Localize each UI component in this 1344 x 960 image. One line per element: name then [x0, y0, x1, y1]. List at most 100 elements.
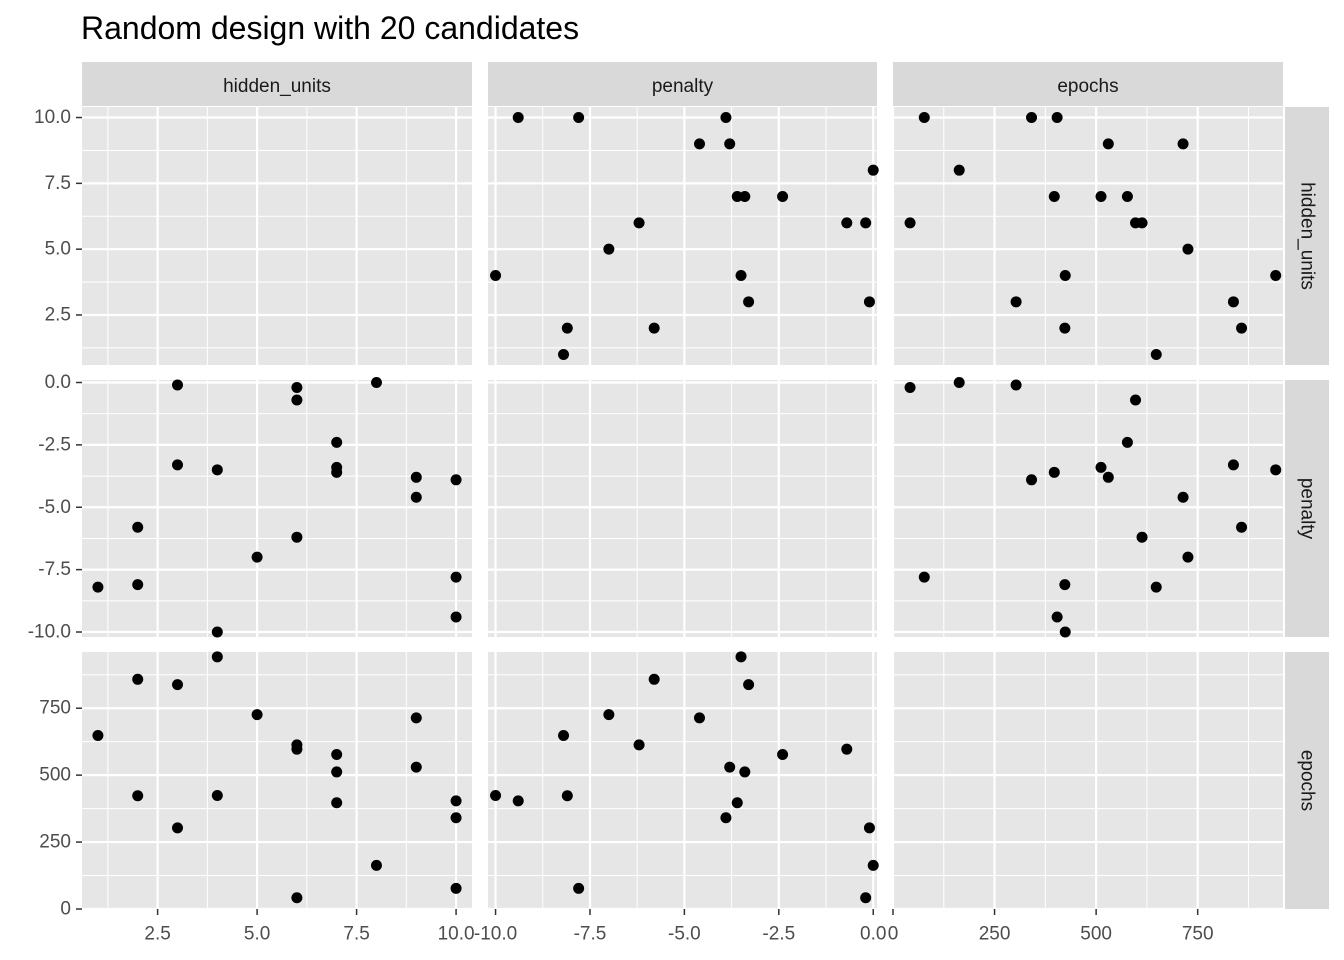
data-point: [633, 739, 645, 751]
data-point: [1010, 379, 1022, 391]
panel-background: [893, 652, 1283, 909]
data-point: [450, 474, 462, 486]
data-point: [1121, 191, 1133, 203]
y-tick-label: 0.0: [45, 372, 71, 393]
data-point: [1048, 191, 1060, 203]
data-point: [291, 531, 303, 543]
data-point: [1130, 217, 1142, 229]
data-point: [1121, 436, 1133, 448]
data-point: [1182, 551, 1194, 563]
data-point: [1227, 459, 1239, 471]
panel-background: [488, 107, 877, 365]
data-point: [731, 797, 743, 809]
data-point: [172, 379, 184, 391]
data-point: [410, 471, 422, 483]
data-point: [92, 730, 104, 742]
y-tick-label: 2.5: [45, 304, 71, 325]
data-point: [370, 859, 382, 871]
data-point: [633, 217, 645, 229]
data-point: [735, 269, 747, 281]
data-point: [1059, 626, 1071, 638]
data-point: [450, 571, 462, 583]
data-point: [743, 679, 755, 691]
panel-epochs-vs-epochs: [891, 652, 1283, 911]
x-tick-label: 7.5: [343, 924, 369, 945]
data-point: [132, 579, 144, 591]
data-point: [693, 712, 705, 724]
data-point: [410, 712, 422, 724]
data-point: [1270, 269, 1282, 281]
data-point: [573, 112, 585, 124]
panel-background: [82, 380, 472, 637]
data-point: [1026, 474, 1038, 486]
data-point: [1227, 296, 1239, 308]
x-tick-label: 10.0: [438, 924, 475, 945]
data-point: [1051, 611, 1063, 623]
chart-title: Random design with 20 candidates: [81, 10, 580, 46]
data-point: [1150, 348, 1162, 360]
strip-right-label: epochs: [1297, 750, 1318, 811]
data-point: [561, 790, 573, 802]
panel-background: [488, 652, 877, 909]
data-point: [867, 859, 879, 871]
data-point: [867, 164, 879, 176]
data-point: [331, 766, 343, 778]
data-point: [558, 348, 570, 360]
strip-top-label: hidden_units: [223, 76, 331, 97]
data-point: [918, 571, 930, 583]
panel-penalty-vs-penalty: [488, 380, 877, 637]
y-tick-label: 750: [39, 698, 71, 719]
data-point: [512, 112, 524, 124]
data-point: [863, 822, 875, 834]
y-tick-label: -2.5: [38, 434, 71, 455]
panel-background: [82, 107, 472, 365]
data-point: [724, 138, 736, 150]
strip-top-label: penalty: [652, 76, 714, 97]
data-point: [211, 626, 223, 638]
data-point: [1102, 138, 1114, 150]
data-point: [450, 611, 462, 623]
x-tick-label: 500: [1080, 924, 1112, 945]
data-point: [739, 191, 751, 203]
data-point: [251, 551, 263, 563]
data-point: [1010, 296, 1022, 308]
data-point: [490, 269, 502, 281]
strip-right-label: hidden_units: [1297, 182, 1318, 290]
data-point: [331, 461, 343, 473]
data-point: [450, 795, 462, 807]
data-point: [1048, 466, 1060, 478]
data-point: [172, 459, 184, 471]
strip-right-hidden_units: [1285, 107, 1329, 365]
data-point: [603, 243, 615, 255]
strip-right-epochs: [1285, 652, 1329, 909]
data-point: [841, 743, 853, 755]
panel-background: [82, 652, 472, 909]
data-point: [331, 749, 343, 761]
data-point: [1059, 322, 1071, 334]
data-point: [1102, 471, 1114, 483]
data-point: [211, 789, 223, 801]
data-point: [1236, 322, 1248, 334]
data-point: [558, 730, 570, 742]
data-point: [743, 296, 755, 308]
data-point: [720, 812, 732, 824]
data-point: [863, 296, 875, 308]
data-point: [1026, 112, 1038, 124]
data-point: [1182, 243, 1194, 255]
data-point: [251, 709, 263, 721]
panel-background: [893, 380, 1283, 637]
panel-background: [893, 107, 1283, 365]
data-point: [1177, 491, 1189, 503]
y-tick-label: 5.0: [45, 239, 71, 260]
data-point: [291, 394, 303, 406]
data-point: [450, 812, 462, 824]
x-tick-label: 2.5: [144, 924, 170, 945]
data-point: [953, 376, 965, 388]
data-point: [410, 761, 422, 773]
data-point: [1270, 464, 1282, 476]
data-point: [841, 217, 853, 229]
data-point: [291, 892, 303, 904]
data-point: [490, 789, 502, 801]
data-point: [132, 521, 144, 533]
x-tick-label: 0.0: [860, 924, 886, 945]
